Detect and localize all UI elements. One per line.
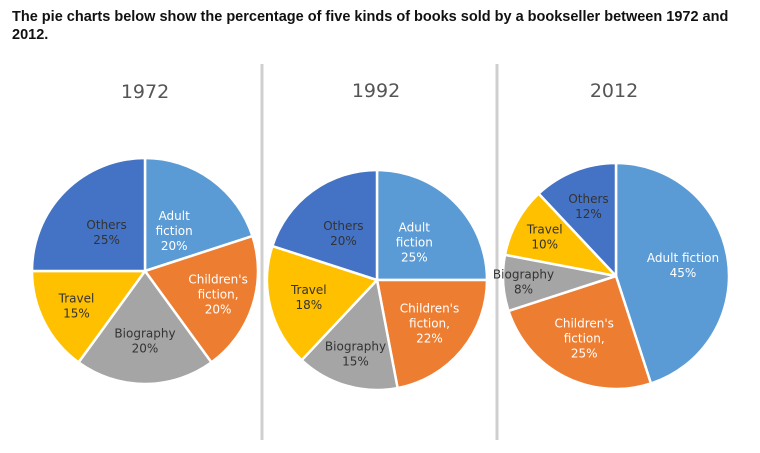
pie-label-line: Others: [323, 219, 363, 233]
pie-title-1972: 1972: [121, 81, 169, 103]
pie-label-adult-fiction: Adult fiction 45%: [647, 251, 719, 280]
pie-label-line: fiction,: [564, 331, 605, 345]
pie-1972: Adult fiction 20%Children's fiction, 20%Biog…: [30, 156, 260, 386]
pie-label-travel: Travel 15%: [58, 291, 95, 320]
pie-label-line: Biography: [493, 267, 554, 281]
pie-label-travel: Travel 18%: [290, 283, 327, 312]
pie-label-others: Others 12%: [568, 192, 608, 221]
pie-label-line: 20%: [330, 234, 357, 248]
pie-label-childrens-fiction: Children's fiction, 25%: [554, 316, 613, 360]
pie-slice-biography: [300, 278, 399, 392]
pie-1992: Adult fiction 25% Children's fiction, 22% Biog…: [265, 168, 489, 392]
pie-slice-others: [271, 168, 379, 282]
pie-label-line: 18%: [295, 298, 322, 312]
pie-label-biography: Biography 20%: [114, 327, 175, 356]
pie-label-line: Travel: [290, 283, 327, 297]
pie-label-line: 25%: [93, 233, 120, 247]
pie-label-line: 25%: [571, 346, 598, 360]
pie-label-line: 25%: [401, 251, 428, 265]
pie-label-others: Others 20%: [323, 219, 363, 248]
pie-label-biography: Biography 8%: [493, 267, 554, 296]
pie-slice-childrens-fiction: [507, 274, 653, 391]
pie-label-adult-fiction: Adult fiction 20%: [156, 209, 193, 253]
pie-label-line: 15%: [342, 354, 369, 368]
pie-2012: Adult fiction 45%Children's fiction, 25%Bio…: [493, 161, 731, 391]
pie-label-line: 20%: [161, 239, 188, 253]
pie-slice-others: [537, 161, 618, 278]
pie-label-biography: Biography 15%: [325, 339, 386, 368]
pie-label-line: Adult fiction: [647, 251, 719, 265]
pie-slice-travel: [265, 244, 379, 362]
pie-label-line: 45%: [670, 266, 697, 280]
pie-slice-adult-fiction: [375, 168, 489, 282]
pie-label-line: Others: [568, 192, 608, 206]
pie-label-line: 12%: [575, 207, 602, 221]
pie-label-line: 15%: [63, 306, 90, 320]
pie-label-travel: Travel 10%: [526, 222, 563, 251]
pie-label-line: 20%: [132, 342, 159, 356]
pie-label-childrens-fiction: Children's fiction, 22%: [400, 302, 459, 346]
pie-slice-childrens-fiction: [143, 234, 260, 364]
pie-label-line: 10%: [531, 237, 558, 251]
pie-label-others: Others 25%: [86, 218, 126, 247]
pie-slice-childrens-fiction: [375, 278, 489, 390]
pie-label-line: Children's: [188, 273, 247, 287]
pie-slice-travel: [503, 192, 618, 278]
pie-title-2012: 2012: [590, 80, 638, 102]
pie-title-1992: 1992: [352, 80, 400, 102]
pie-label-childrens-fiction: Children's fiction, 20%: [188, 273, 247, 317]
pie-label-line: 22%: [416, 332, 443, 346]
pie-label-adult-fiction: Adult fiction 25%: [396, 221, 433, 265]
pie-slice-travel: [30, 269, 147, 364]
pie-label-line: Biography: [325, 339, 386, 353]
pie-label-line: Travel: [526, 222, 563, 236]
pie-slice-biography: [77, 269, 213, 386]
pie-label-line: 20%: [205, 303, 232, 317]
pie-slice-adult-fiction: [143, 156, 254, 273]
pie-label-line: Travel: [58, 291, 95, 305]
pie-label-line: fiction,: [198, 288, 239, 302]
pie-label-line: Adult: [399, 221, 431, 235]
pie-label-line: Adult: [159, 209, 191, 223]
pie-label-line: Children's: [400, 302, 459, 316]
pie-label-line: fiction: [156, 224, 193, 238]
pie-label-line: Biography: [114, 327, 175, 341]
pie-label-line: 8%: [514, 282, 533, 296]
pie-label-line: Others: [86, 218, 126, 232]
chart-heading: The pie charts below show the percentage…: [12, 9, 729, 43]
pie-label-line: Children's: [554, 316, 613, 330]
pie-slice-others: [30, 156, 147, 273]
pie-label-line: fiction: [396, 236, 433, 250]
pie-label-line: fiction,: [409, 317, 450, 331]
pie-slice-adult-fiction: [614, 161, 731, 385]
